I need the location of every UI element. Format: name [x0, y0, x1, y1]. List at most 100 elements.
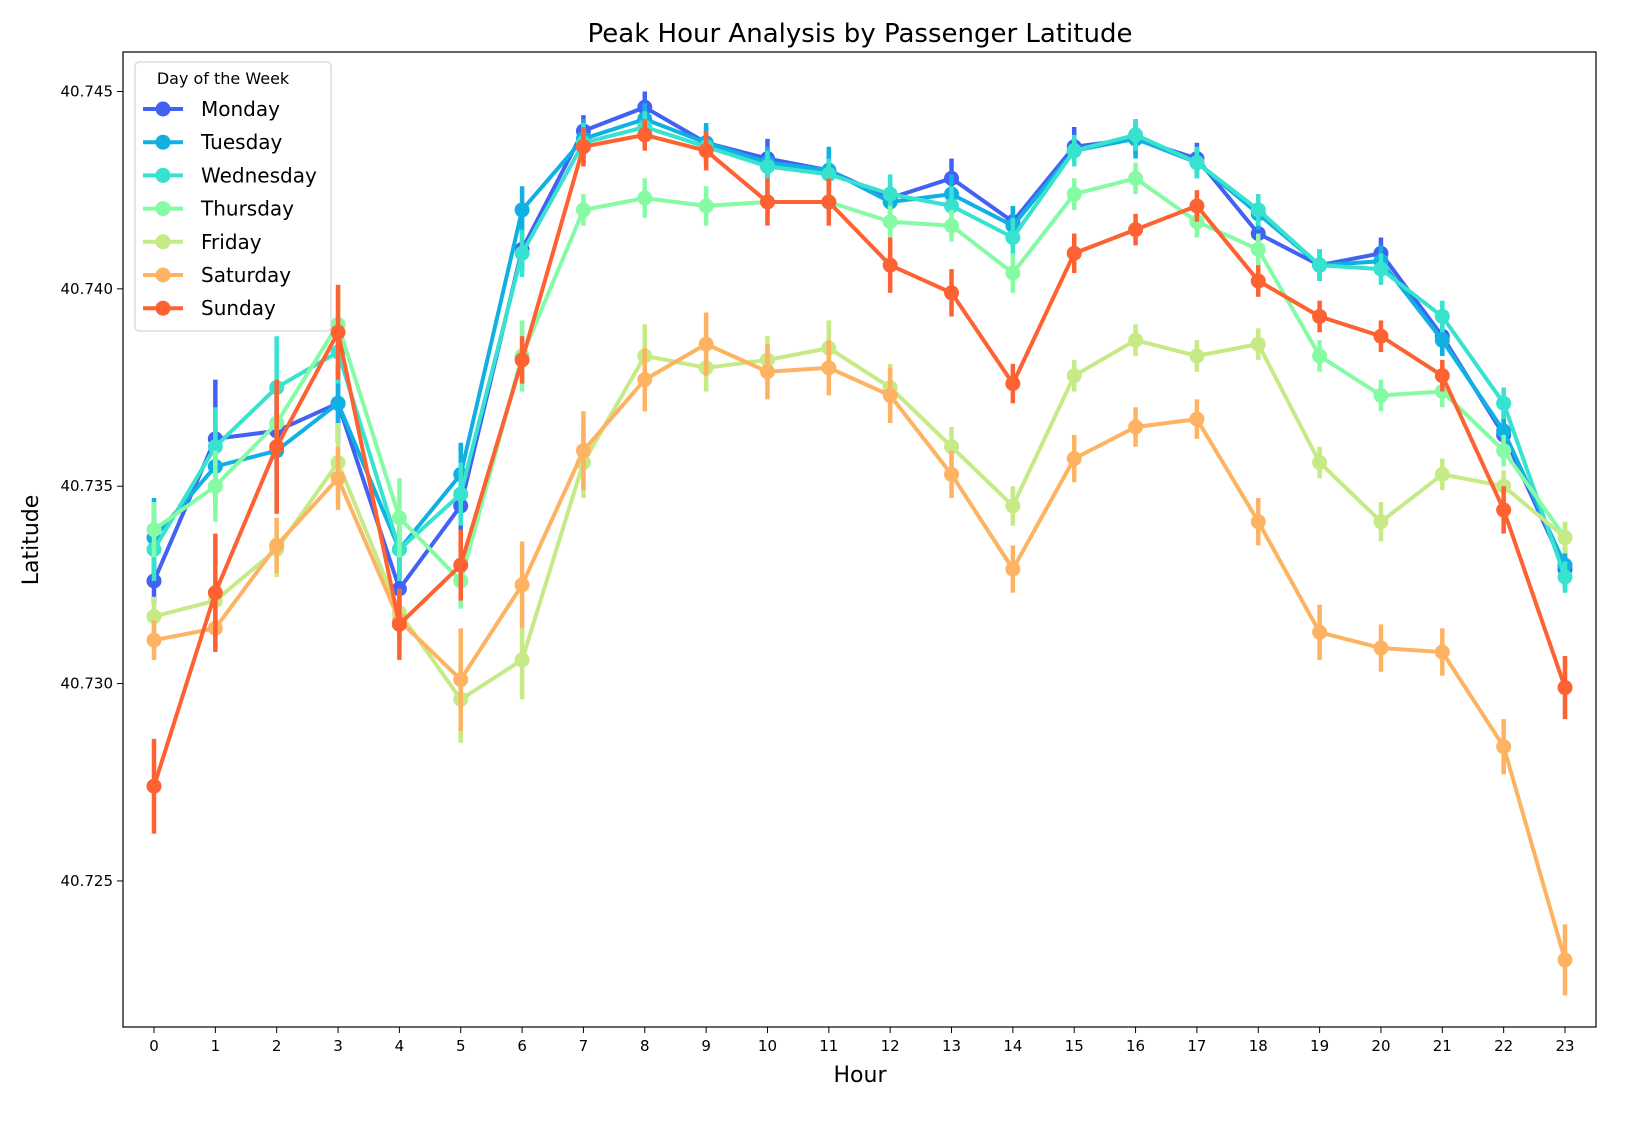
data-point-friday — [514, 652, 530, 668]
x-tick-label: 5 — [456, 1037, 466, 1055]
data-point-sunday — [1250, 273, 1266, 289]
legend-marker-saturday — [155, 267, 171, 283]
data-point-friday — [944, 439, 960, 455]
data-point-saturday — [944, 466, 960, 482]
data-point-friday — [1005, 498, 1021, 514]
data-point-saturday — [453, 672, 469, 688]
legend-label-tuesday: Tuesday — [200, 130, 283, 154]
data-point-thursday — [882, 214, 898, 230]
legend-marker-monday — [155, 101, 171, 117]
data-point-sunday — [146, 778, 162, 794]
data-point-saturday — [1128, 419, 1144, 435]
data-point-thursday — [1312, 348, 1328, 364]
x-tick-label: 15 — [1065, 1037, 1084, 1055]
data-point-wednesday — [1066, 143, 1082, 159]
data-point-sunday — [1557, 680, 1573, 696]
data-point-sunday — [269, 439, 285, 455]
x-tick-label: 6 — [517, 1037, 527, 1055]
series-line-friday — [152, 338, 1567, 702]
data-point-saturday — [1066, 451, 1082, 467]
legend-marker-thursday — [155, 201, 171, 217]
data-point-sunday — [637, 127, 653, 143]
data-point-saturday — [1250, 514, 1266, 530]
data-point-thursday — [146, 522, 162, 538]
x-tick-label: 13 — [942, 1037, 961, 1055]
data-point-saturday — [1005, 561, 1021, 577]
data-point-saturday — [759, 364, 775, 380]
data-point-wednesday — [1373, 261, 1389, 277]
data-point-sunday — [1496, 502, 1512, 518]
x-tick-label: 16 — [1126, 1037, 1145, 1055]
x-tick-label: 10 — [758, 1037, 777, 1055]
x-tick-label: 19 — [1310, 1037, 1329, 1055]
data-point-saturday — [1189, 411, 1205, 427]
data-point-friday — [1250, 336, 1266, 352]
data-point-sunday — [514, 352, 530, 368]
data-point-thursday — [698, 198, 714, 214]
data-point-sunday — [453, 557, 469, 573]
series-saturday — [146, 312, 1573, 996]
legend-marker-sunday — [155, 300, 171, 316]
data-point-thursday — [207, 478, 223, 494]
legend-marker-tuesday — [155, 134, 171, 150]
data-point-sunday — [207, 585, 223, 601]
x-tick-label: 21 — [1433, 1037, 1452, 1055]
data-point-wednesday — [207, 439, 223, 455]
data-point-thursday — [944, 218, 960, 234]
legend-marker-wednesday — [155, 167, 171, 183]
data-point-thursday — [575, 202, 591, 218]
data-point-sunday — [391, 616, 407, 632]
data-point-thursday — [391, 510, 407, 526]
data-point-friday — [1312, 455, 1328, 471]
x-tick-label: 23 — [1555, 1037, 1574, 1055]
data-point-thursday — [1066, 186, 1082, 202]
x-tick-label: 18 — [1249, 1037, 1268, 1055]
x-axis-label: Hour — [834, 1063, 888, 1088]
series-thursday — [146, 162, 1573, 609]
data-point-thursday — [1250, 241, 1266, 257]
x-tick-label: 14 — [1003, 1037, 1022, 1055]
data-point-thursday — [1496, 443, 1512, 459]
data-point-wednesday — [1557, 569, 1573, 585]
data-point-sunday — [1005, 376, 1021, 392]
legend: Day of the Week Monday Tuesday Wednesday Thu… — [134, 61, 332, 332]
x-tick-label: 0 — [149, 1037, 159, 1055]
data-point-saturday — [1373, 640, 1389, 656]
series-line-sunday — [152, 132, 1567, 789]
data-point-wednesday — [821, 166, 837, 182]
y-tick-label: 40.735 — [61, 477, 114, 495]
x-tick-label: 11 — [819, 1037, 838, 1055]
data-point-saturday — [1496, 739, 1512, 755]
data-point-saturday — [821, 360, 837, 376]
data-point-wednesday — [1005, 230, 1021, 246]
data-point-sunday — [575, 139, 591, 155]
data-point-saturday — [575, 443, 591, 459]
data-point-sunday — [1189, 198, 1205, 214]
data-point-sunday — [1434, 368, 1450, 384]
data-point-friday — [1434, 466, 1450, 482]
plot-frame — [122, 51, 1597, 1028]
data-point-saturday — [514, 577, 530, 593]
x-tick-label: 3 — [333, 1037, 343, 1055]
data-point-friday — [1189, 348, 1205, 364]
legend-marker-friday — [155, 234, 171, 250]
x-tick-label: 8 — [640, 1037, 650, 1055]
data-point-wednesday — [1434, 308, 1450, 324]
data-point-wednesday — [759, 158, 775, 174]
series-sunday — [146, 119, 1573, 834]
x-tick-label: 4 — [395, 1037, 405, 1055]
data-point-friday — [146, 608, 162, 624]
data-point-wednesday — [1312, 257, 1328, 273]
data-point-sunday — [330, 324, 346, 340]
data-point-saturday — [882, 387, 898, 403]
y-tick-label: 40.725 — [61, 872, 114, 890]
legend-title: Day of the Week — [157, 69, 290, 88]
data-point-sunday — [821, 194, 837, 210]
data-point-friday — [1373, 514, 1389, 530]
data-point-saturday — [1434, 644, 1450, 660]
y-tick-label: 40.740 — [61, 280, 114, 298]
data-point-saturday — [330, 470, 346, 486]
series-line-saturday — [152, 342, 1567, 962]
legend-label-monday: Monday — [201, 97, 280, 121]
x-tick-label: 9 — [701, 1037, 711, 1055]
